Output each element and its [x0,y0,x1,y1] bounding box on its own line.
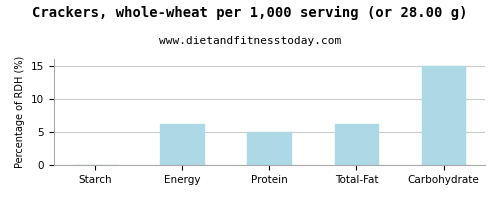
Bar [334,124,378,165]
Bar [422,66,466,165]
Y-axis label: Percentage of RDH (%): Percentage of RDH (%) [15,56,25,168]
Bar [248,132,291,165]
Bar [160,124,204,165]
Text: www.dietandfitnesstoday.com: www.dietandfitnesstoday.com [159,36,341,46]
Text: Crackers, whole-wheat per 1,000 serving (or 28.00 g): Crackers, whole-wheat per 1,000 serving … [32,6,468,20]
